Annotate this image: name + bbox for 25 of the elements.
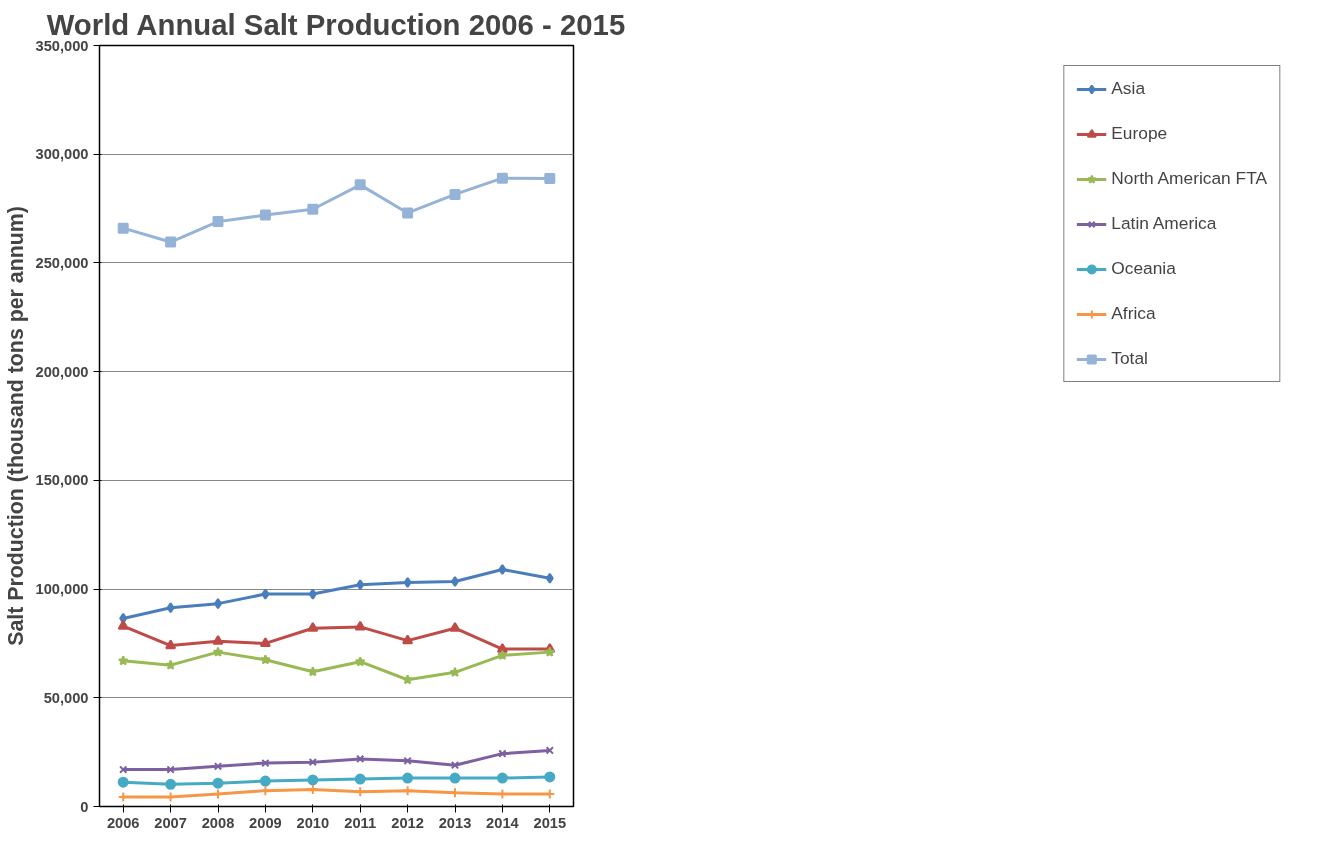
legend-label: North American FTA (1111, 168, 1267, 189)
legend-label: Asia (1111, 78, 1146, 99)
y-tick-label: 200,000 (35, 363, 89, 380)
x-tick-label: 2014 (486, 814, 520, 831)
y-axis-title: Salt Production (thousand tons per annum) (3, 206, 28, 646)
y-tick-label: 250,000 (35, 254, 89, 271)
x-tick-label: 2010 (296, 814, 330, 831)
x-tick-label: 2009 (249, 814, 282, 831)
x-tick-label: 2012 (391, 814, 424, 831)
x-tick-label: 2006 (106, 814, 140, 831)
y-tick-label: 300,000 (35, 146, 89, 163)
x-tick-label: 2007 (154, 814, 187, 831)
legend-label: Europe (1111, 123, 1168, 144)
y-tick-label: 0 (80, 798, 89, 815)
legend-label: Oceania (1111, 258, 1176, 279)
x-tick-label: 2008 (201, 814, 235, 831)
x-tick-label: 2011 (344, 814, 377, 831)
legend-label: Total (1111, 348, 1148, 369)
y-tick-label: 150,000 (35, 472, 89, 489)
y-tick-label: 50,000 (43, 689, 89, 706)
legend-label: Latin America (1111, 213, 1217, 234)
y-tick-label: 100,000 (35, 581, 89, 598)
x-tick-label: 2013 (438, 814, 472, 831)
legend-label: Africa (1111, 303, 1156, 324)
x-tick-label: 2015 (533, 814, 567, 831)
